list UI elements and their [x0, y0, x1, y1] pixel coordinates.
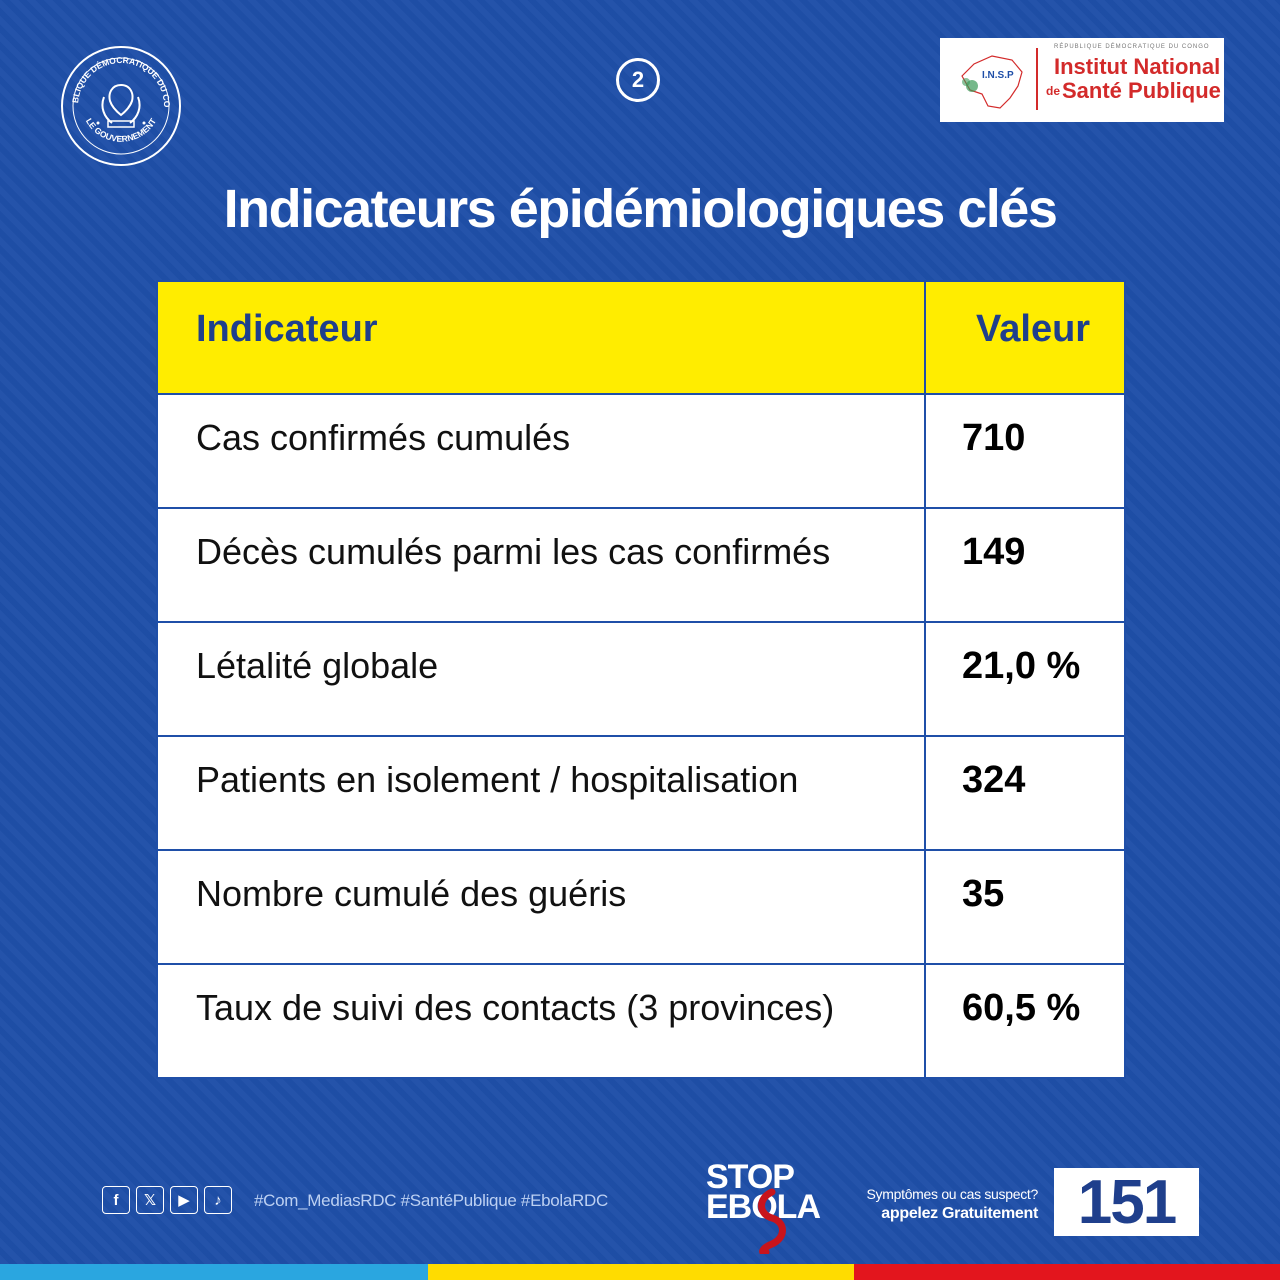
flag-red-segment — [854, 1264, 1280, 1280]
page-number: 2 — [631, 67, 645, 92]
insp-map-label: I.N.S.P — [982, 70, 1014, 81]
stop-text: STOP — [706, 1158, 795, 1196]
header-indicator: Indicateur — [156, 280, 926, 395]
indicator-cell: Taux de suivi des contacts (3 provinces) — [156, 963, 926, 1079]
insp-logo: I.N.S.P RÉPUBLIQUE DÉMOCRATIQUE DU CONGO… — [940, 38, 1224, 122]
flag-stripe — [0, 1264, 1280, 1280]
table-row: Patients en isolement / hospitalisation … — [156, 735, 1126, 851]
value-cell: 35 — [924, 849, 1126, 965]
call-free-text: appelez Gratuitement — [881, 1205, 1038, 1222]
indicator-cell: Létalité globale — [156, 621, 926, 737]
symptoms-text: Symptômes ou cas suspect? — [866, 1186, 1039, 1202]
insp-name-de: de — [1046, 84, 1061, 98]
value-cell: 710 — [924, 393, 1126, 509]
indicator-cell: Cas confirmés cumulés — [156, 393, 926, 509]
table-row: Décès cumulés parmi les cas confirmés 14… — [156, 507, 1126, 623]
x-icon[interactable]: 𝕏 — [136, 1186, 164, 1214]
svg-text:RÉPUBLIQUE DÉMOCRATIQUE DU CON: RÉPUBLIQUE DÉMOCRATIQUE DU CONGO — [60, 45, 172, 108]
facebook-icon[interactable]: f — [102, 1186, 130, 1214]
insp-top-line: RÉPUBLIQUE DÉMOCRATIQUE DU CONGO — [1054, 44, 1210, 50]
value-cell: 60,5 % — [924, 963, 1126, 1079]
insp-name-line2: Santé Publique — [1062, 78, 1221, 103]
stop-ebola-logo: STOP EBOLA — [706, 1158, 846, 1258]
table-header-row: Indicateur Valeur — [156, 280, 1126, 395]
hotline-number: 151 — [1054, 1168, 1199, 1237]
seal-emblem-icon: RÉPUBLIQUE DÉMOCRATIQUE DU CONGO LE GOUV… — [60, 45, 181, 166]
indicator-cell: Patients en isolement / hospitalisation — [156, 735, 926, 851]
header-value: Valeur — [924, 280, 1126, 395]
flag-yellow-segment — [428, 1264, 854, 1280]
hotline-prompt: Symptômes ou cas suspect? appelez Gratui… — [858, 1184, 1039, 1224]
table-row: Cas confirmés cumulés 710 — [156, 393, 1126, 509]
table-row: Létalité globale 21,0 % — [156, 621, 1126, 737]
insp-name-line1: Institut National — [1054, 54, 1221, 79]
flag-blue-segment — [0, 1264, 428, 1280]
indicator-cell: Nombre cumulé des guéris — [156, 849, 926, 965]
hashtags: #Com_MediasRDC #SantéPublique #EbolaRDC — [254, 1191, 608, 1210]
indicators-table: Indicateur Valeur Cas confirmés cumulés … — [156, 280, 1126, 1079]
drc-map-icon: I.N.S.P — [961, 55, 1023, 109]
insp-divider — [1036, 48, 1038, 110]
svg-text:LE GOUVERNEMENT: LE GOUVERNEMENT — [84, 116, 159, 144]
table-row: Nombre cumulé des guéris 35 — [156, 849, 1126, 965]
value-cell: 324 — [924, 735, 1126, 851]
social-links: f 𝕏 ▶ ♪ — [102, 1186, 232, 1214]
government-seal: RÉPUBLIQUE DÉMOCRATIQUE DU CONGO LE GOUV… — [60, 45, 182, 167]
tiktok-icon[interactable]: ♪ — [204, 1186, 232, 1214]
seal-bottom-text: LE GOUVERNEMENT — [84, 116, 159, 144]
table-row: Taux de suivi des contacts (3 provinces)… — [156, 963, 1126, 1079]
page-number-badge: 2 — [616, 58, 660, 102]
indicator-cell: Décès cumulés parmi les cas confirmés — [156, 507, 926, 623]
value-cell: 149 — [924, 507, 1126, 623]
virus-icon — [758, 1188, 786, 1254]
youtube-icon[interactable]: ▶ — [170, 1186, 198, 1214]
seal-top-text: RÉPUBLIQUE DÉMOCRATIQUE DU CONGO — [60, 45, 172, 108]
page-title: Indicateurs épidémiologiques clés — [223, 179, 1058, 239]
value-cell: 21,0 % — [924, 621, 1126, 737]
